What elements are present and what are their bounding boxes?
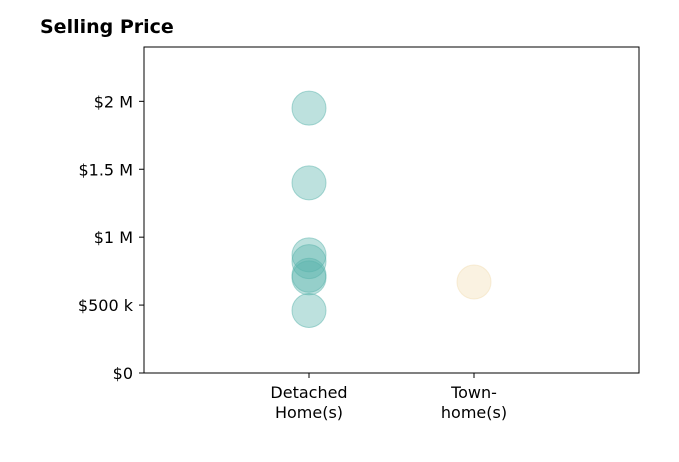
y-tick-label: $2 M — [94, 92, 133, 111]
data-point — [291, 90, 327, 126]
x-tick-label: Home(s) — [275, 403, 343, 422]
data-point — [456, 264, 492, 300]
data-point — [291, 244, 327, 280]
data-point — [291, 293, 327, 329]
x-tick-label: Town- — [450, 383, 497, 402]
data-point — [291, 165, 327, 201]
x-tick-label: Detached — [270, 383, 347, 402]
y-tick-label: $1.5 M — [78, 160, 133, 179]
x-tick-label: home(s) — [441, 403, 507, 422]
y-tick-label: $1 M — [94, 228, 133, 247]
data-point — [291, 260, 327, 296]
y-tick-label: $0 — [113, 364, 133, 383]
chart-title: Selling Price — [40, 16, 174, 38]
y-tick-label: $500 k — [78, 296, 134, 315]
plot-frame — [143, 46, 640, 374]
